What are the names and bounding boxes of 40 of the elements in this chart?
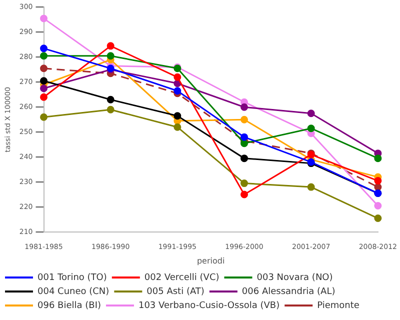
point bbox=[240, 154, 248, 162]
point bbox=[174, 73, 182, 81]
legend-label: 103 Verbano-Cusio-Ossola (VB) bbox=[138, 300, 280, 311]
point bbox=[240, 116, 248, 124]
point bbox=[240, 103, 248, 111]
legend-label: 002 Vercelli (VC) bbox=[144, 272, 220, 283]
legend-label: 096 Biella (BI) bbox=[38, 300, 101, 311]
legend-label: 004 Cuneo (CN) bbox=[38, 286, 110, 297]
point bbox=[40, 77, 48, 85]
point bbox=[240, 140, 248, 148]
point bbox=[106, 106, 114, 114]
legend-label: 006 Alessandria (AL) bbox=[242, 286, 336, 297]
point bbox=[40, 44, 48, 52]
point bbox=[40, 64, 48, 72]
legend-label: 005 Asti (AT) bbox=[146, 286, 204, 297]
point bbox=[307, 124, 315, 132]
point bbox=[240, 180, 248, 188]
point bbox=[174, 112, 182, 120]
x-axis-title: periodi bbox=[196, 256, 225, 266]
point bbox=[374, 154, 382, 162]
point bbox=[374, 177, 382, 185]
point bbox=[307, 183, 315, 191]
point bbox=[40, 14, 48, 22]
point bbox=[240, 190, 248, 198]
point bbox=[174, 87, 182, 95]
point bbox=[106, 52, 114, 60]
legend-label: 003 Novara (NO) bbox=[256, 272, 333, 283]
point bbox=[374, 214, 382, 222]
point bbox=[40, 84, 48, 92]
point bbox=[240, 133, 248, 141]
point bbox=[40, 93, 48, 101]
point bbox=[40, 52, 48, 60]
point bbox=[106, 96, 114, 104]
point bbox=[174, 123, 182, 131]
point bbox=[40, 113, 48, 121]
point bbox=[307, 110, 315, 118]
legend-label: 001 Torino (TO) bbox=[38, 272, 107, 283]
point bbox=[374, 202, 382, 210]
point bbox=[106, 42, 114, 50]
legend-label: Piemonte bbox=[317, 300, 360, 311]
